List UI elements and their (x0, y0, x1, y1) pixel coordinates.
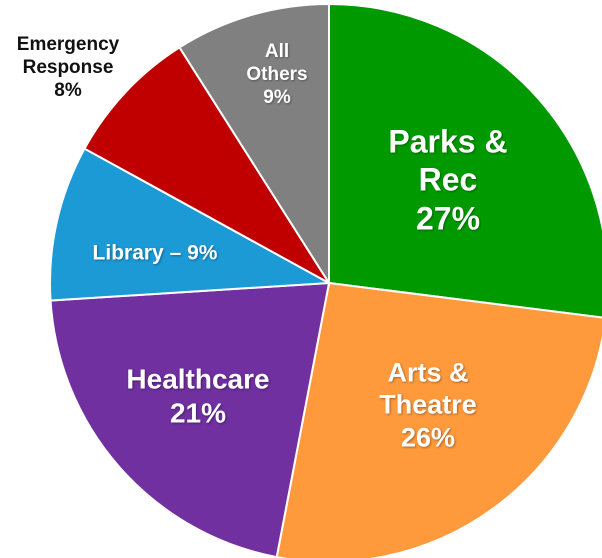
value-label: 9% (187, 241, 218, 265)
value-label: 9% (263, 86, 291, 108)
pie-slice (328, 2, 602, 319)
category-label: Arts & Theatre (379, 357, 477, 420)
value-label: 27% (415, 200, 481, 237)
value-label: 26% (400, 422, 456, 453)
slice-label: Arts & Theatre 26% (353, 356, 503, 453)
pie-slice (275, 281, 602, 558)
category-label: Library – (92, 241, 182, 265)
pie-slice (49, 147, 333, 302)
pie-slice (178, 2, 330, 287)
slice-label: All Others 9% (237, 41, 317, 109)
value-label: 8% (54, 79, 82, 101)
slice-label: Parks & Rec 27% (368, 122, 528, 237)
value-label: 21% (169, 397, 227, 428)
category-label: All Others (246, 40, 308, 85)
pie-slice (83, 46, 330, 284)
category-label: Healthcare (126, 363, 270, 395)
category-label: Parks & Rec (388, 123, 508, 198)
category-label: Emergency Response (16, 33, 120, 78)
slice-label: Library – 9% (93, 240, 218, 265)
slice-label: Healthcare 21% (93, 362, 303, 429)
pie-slice (49, 281, 331, 558)
slice-label: Emergency Response 8% (0, 34, 138, 102)
